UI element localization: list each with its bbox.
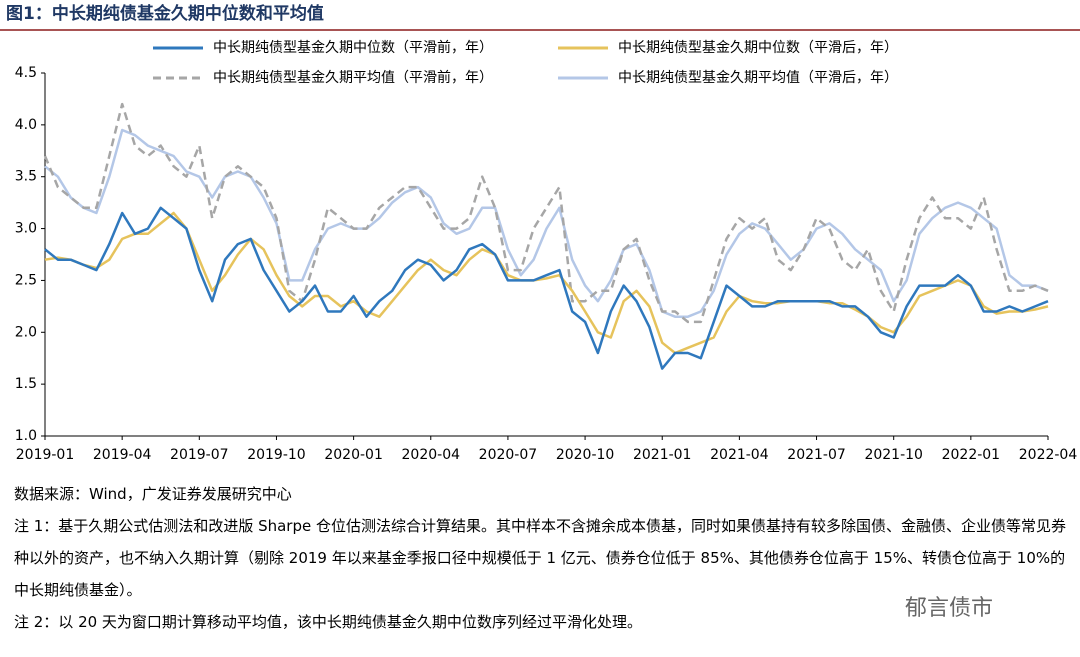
source-note: 数据来源：Wind，广发证券发展研究中心 xyxy=(14,485,292,503)
x-tick-label: 2020-07 xyxy=(479,447,538,463)
y-tick-label: 1.0 xyxy=(15,428,37,444)
y-tick-label: 3.5 xyxy=(15,169,37,185)
note: 注 1：基于久期公式估测法和改进版 Sharpe 仓位估测法综合计算结果。其中样… xyxy=(14,517,1066,599)
y-tick-label: 4.5 xyxy=(15,65,37,81)
x-tick-label: 2019-04 xyxy=(93,447,152,463)
series-line xyxy=(44,211,1049,355)
x-tick-label: 2022-04 xyxy=(1019,447,1078,463)
series-line xyxy=(43,102,1049,324)
watermark: 郁言债市 xyxy=(905,596,994,621)
legend-label: 中长期纯债型基金久期中位数（平滑前，年） xyxy=(213,39,493,56)
x-tick-label: 2020-10 xyxy=(556,447,615,463)
x-tick-label: 2021-04 xyxy=(710,447,769,463)
x-tick-label: 2020-01 xyxy=(324,447,383,463)
chart-title: 图1：中长期纯债基金久期中位数和平均值 xyxy=(6,3,324,24)
y-tick-label: 1.5 xyxy=(15,376,37,392)
y-tick-label: 2.0 xyxy=(15,324,37,340)
note: 注 2：以 20 天为窗口期计算移动平均值，该中长期纯债基金久期中位数序列经过平… xyxy=(14,613,642,631)
legend-label: 中长期纯债型基金久期平均值（平滑前，年） xyxy=(213,69,493,86)
legend-label: 中长期纯债型基金久期平均值（平滑后，年） xyxy=(618,69,898,86)
x-tick-label: 2021-01 xyxy=(633,447,692,463)
y-tick-label: 4.0 xyxy=(15,117,37,133)
notes: 数据来源：Wind，广发证券发展研究中心 注 1：基于久期公式估测法和改进版 S… xyxy=(14,478,1070,638)
x-tick-label: 2021-07 xyxy=(787,447,846,463)
series-line xyxy=(44,206,1049,370)
series-line xyxy=(44,128,1049,318)
y-tick-label: 3.0 xyxy=(15,221,37,237)
x-tick-label: 2021-10 xyxy=(864,447,923,463)
x-tick-label: 2020-04 xyxy=(402,447,461,463)
x-tick-label: 2019-01 xyxy=(16,447,75,463)
x-tick-label: 2019-10 xyxy=(247,447,306,463)
x-tick-label: 2022-01 xyxy=(942,447,1001,463)
x-tick-label: 2019-07 xyxy=(170,447,229,463)
chart: 图1：中长期纯债基金久期中位数和平均值 1.0 1.5 2.0 2.5 3.0 3.5 4.… xyxy=(0,3,1080,463)
y-tick-label: 2.5 xyxy=(15,272,37,288)
legend-label: 中长期纯债型基金久期中位数（平滑后，年） xyxy=(618,39,898,56)
